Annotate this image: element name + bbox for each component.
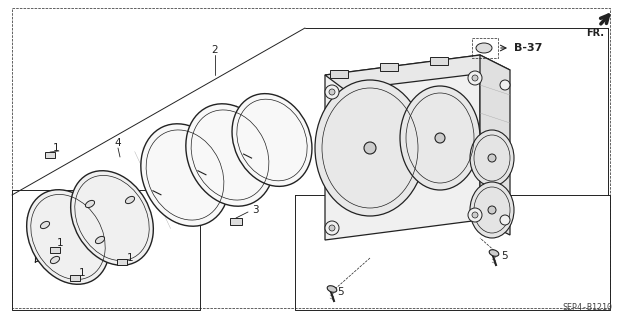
Polygon shape [325,55,480,240]
Ellipse shape [51,256,60,263]
Text: SEP4-B1210: SEP4-B1210 [562,303,612,313]
Ellipse shape [95,236,104,244]
Text: 1: 1 [79,268,85,278]
Bar [430,57,448,65]
Ellipse shape [232,94,312,186]
Ellipse shape [186,104,274,206]
Text: 5: 5 [337,287,343,297]
Ellipse shape [325,85,339,99]
Bar [330,70,348,78]
Ellipse shape [468,208,482,222]
Polygon shape [480,55,510,235]
Ellipse shape [400,86,480,190]
Ellipse shape [315,80,425,216]
Ellipse shape [489,250,499,256]
Text: 1: 1 [127,253,133,263]
Ellipse shape [470,130,514,186]
Ellipse shape [500,215,510,225]
Ellipse shape [364,142,376,154]
Ellipse shape [85,200,95,208]
Ellipse shape [325,221,339,235]
Polygon shape [325,55,510,90]
Bar [380,63,398,71]
Ellipse shape [70,171,154,265]
Ellipse shape [472,75,478,81]
Text: 1: 1 [57,238,63,248]
Text: 3: 3 [252,205,259,215]
Ellipse shape [488,206,496,214]
Ellipse shape [125,197,134,204]
Ellipse shape [468,71,482,85]
Text: 5: 5 [502,251,508,261]
Ellipse shape [476,43,492,53]
Ellipse shape [500,80,510,90]
Ellipse shape [329,89,335,95]
Ellipse shape [141,124,229,226]
Text: 2: 2 [212,45,218,55]
Ellipse shape [472,212,478,218]
Text: 1: 1 [52,143,60,153]
Bar [50,247,60,253]
Ellipse shape [435,133,445,143]
Ellipse shape [27,190,109,284]
Ellipse shape [40,221,49,229]
Ellipse shape [327,286,337,292]
Bar [117,259,127,265]
Text: B-37: B-37 [514,43,542,53]
Bar [45,152,55,158]
Ellipse shape [329,225,335,231]
Bar [70,275,80,281]
Ellipse shape [488,154,496,162]
Text: 4: 4 [115,138,122,148]
Text: FR.: FR. [586,28,604,38]
Ellipse shape [470,182,514,238]
Bar [230,218,242,225]
